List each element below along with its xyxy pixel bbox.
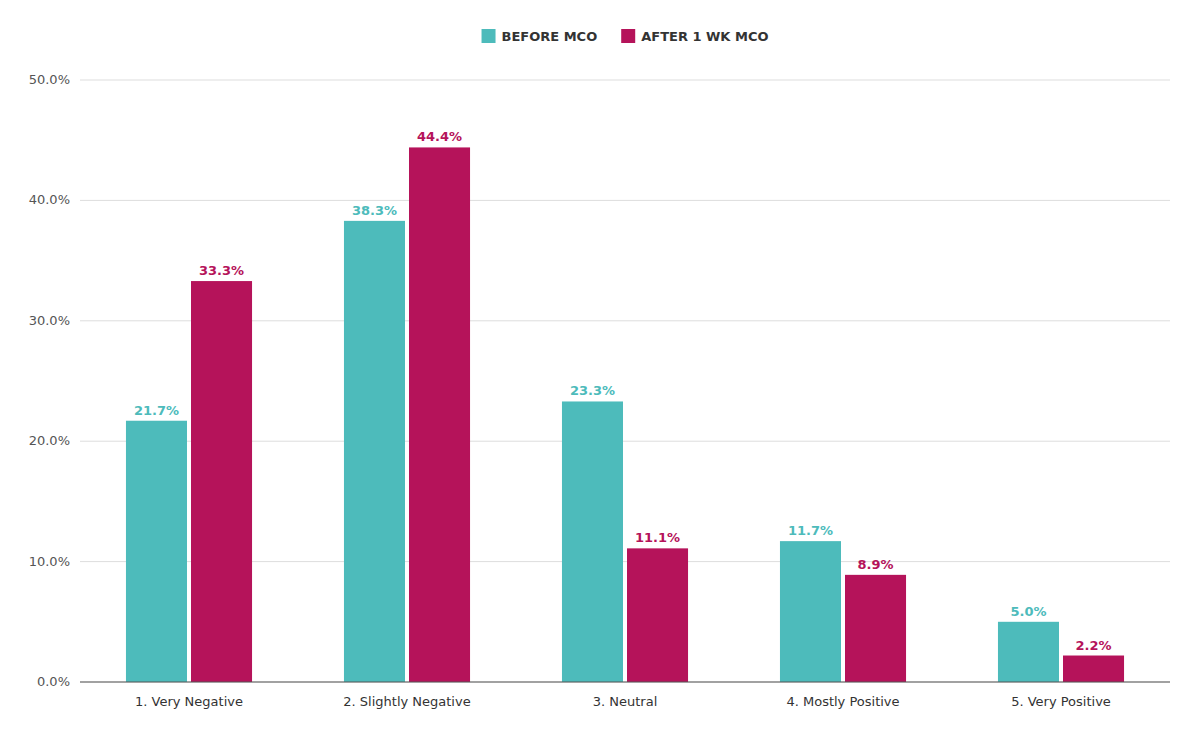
bar [191,281,252,682]
y-tick-label: 30.0% [29,313,70,328]
grid [80,80,1170,682]
legend: BEFORE MCO AFTER 1 WK MCO [482,29,769,44]
data-label: 2.2% [1075,638,1111,653]
bar [780,541,841,682]
legend-item: BEFORE MCO [482,29,598,44]
legend-label: AFTER 1 WK MCO [641,29,768,44]
data-label: 8.9% [857,557,893,572]
data-label: 44.4% [417,129,462,144]
chart: 0.0% 10.0% 20.0% 30.0% 40.0% 50.0% 21.7% 38.3% 2… [0,0,1200,742]
bar [627,548,688,682]
bars [126,147,1124,682]
legend-label: BEFORE MCO [502,29,598,44]
data-label: 33.3% [199,263,244,278]
y-tick-label: 40.0% [29,192,70,207]
x-tick-label: 3. Neutral [593,694,658,709]
bar [1063,656,1124,682]
y-tick-label: 10.0% [29,554,70,569]
y-tick-label: 20.0% [29,433,70,448]
bar [562,401,623,682]
x-tick-label: 5. Very Positive [1011,694,1111,709]
bar [126,421,187,682]
x-tick-label: 1. Very Negative [135,694,243,709]
y-tick-label: 50.0% [29,72,70,87]
legend-item: AFTER 1 WK MCO [621,29,768,44]
bar [344,221,405,682]
legend-swatch [621,29,635,43]
bar [998,622,1059,682]
data-label: 21.7% [134,403,179,418]
grid-line [80,200,1170,201]
x-axis-line [80,682,1170,683]
data-label: 11.1% [635,530,680,545]
x-tick-label: 2. Slightly Negative [343,694,470,709]
bar [845,575,906,682]
data-label: 23.3% [570,383,615,398]
x-tick-label: 4. Mostly Positive [786,694,899,709]
y-tick-label: 0.0% [37,674,70,689]
grid-line [80,682,1170,683]
data-label: 38.3% [352,203,397,218]
grid-line [80,80,1170,81]
legend-swatch [482,29,496,43]
bar [409,147,470,682]
data-label: 5.0% [1010,604,1046,619]
data-label: 11.7% [788,523,833,538]
